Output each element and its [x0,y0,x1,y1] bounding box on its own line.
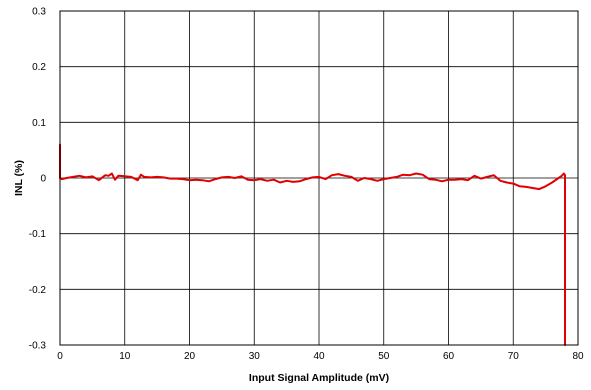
y-tick-label: -0.2 [29,285,47,296]
x-tick-label: 30 [249,351,261,362]
x-tick-label: 40 [313,351,325,362]
y-tick-label: 0.1 [32,118,46,129]
y-axis-ticks: 0.3 0.2 0.1 0 -0.1 -0.2 -0.3 [29,7,47,352]
x-axis-title: Input Signal Amplitude (mV) [249,372,389,384]
grid-lines [59,10,579,346]
plot-frame [59,10,579,346]
y-tick-label: -0.3 [29,341,47,352]
y-tick-label: -0.1 [29,229,47,240]
x-tick-label: 10 [119,351,131,362]
y-tick-label: 0 [40,174,46,185]
y-axis-title: INL (%) [13,160,25,196]
x-tick-label: 80 [572,351,584,362]
x-axis-ticks: 0 10 20 30 40 50 60 70 80 [57,351,584,362]
y-tick-label: 0.3 [32,7,46,18]
x-tick-label: 70 [508,351,520,362]
x-tick-label: 50 [378,351,390,362]
series-line-inl [59,143,566,346]
x-tick-label: 0 [57,351,63,362]
x-tick-label: 60 [443,351,455,362]
y-tick-label: 0.2 [32,62,46,73]
x-tick-label: 20 [184,351,196,362]
